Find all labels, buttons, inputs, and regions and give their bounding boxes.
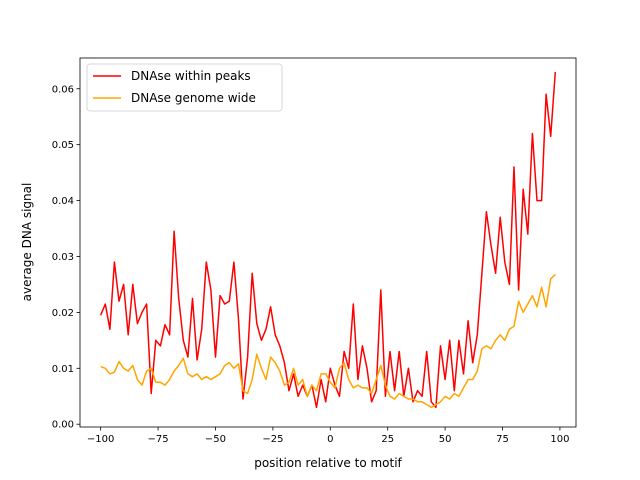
legend: DNAse within peaks DNAse genome wide [86,63,283,112]
x-axis-label: position relative to motif [254,456,402,470]
y-tick-label: 0.04 [52,196,74,207]
y-tick-label: 0.05 [52,140,74,151]
x-tick-label: −25 [262,434,283,445]
series-line-1 [100,273,556,409]
x-tick-label: −75 [148,434,169,445]
y-tick-label: 0.00 [52,420,74,431]
x-tick-label: 100 [550,434,569,445]
y-axis: 0.00 0.01 0.02 0.03 0.04 0.05 0.06 [52,84,80,431]
axes-frame [79,57,577,428]
legend-box [86,63,283,112]
y-tick-label: 0.01 [52,364,74,375]
series-line-0 [100,71,557,409]
series-layer [100,71,557,409]
x-tick-label: 75 [496,434,509,445]
y-tick-label: 0.02 [52,308,74,319]
y-tick-label: 0.06 [52,84,74,95]
legend-label-genome-wide: DNAse genome wide [131,91,256,105]
y-axis-label: average DNA signal [20,183,34,302]
y-tick-label: 0.03 [52,252,74,263]
x-tick-label: 25 [381,434,394,445]
legend-label-within-peaks: DNAse within peaks [131,69,251,83]
x-axis: −100 −75 −50 −25 0 25 50 75 100 [87,427,569,445]
x-tick-label: 50 [439,434,452,445]
x-tick-label: 0 [327,434,333,445]
x-tick-label: −100 [87,434,114,445]
x-tick-label: −50 [205,434,226,445]
